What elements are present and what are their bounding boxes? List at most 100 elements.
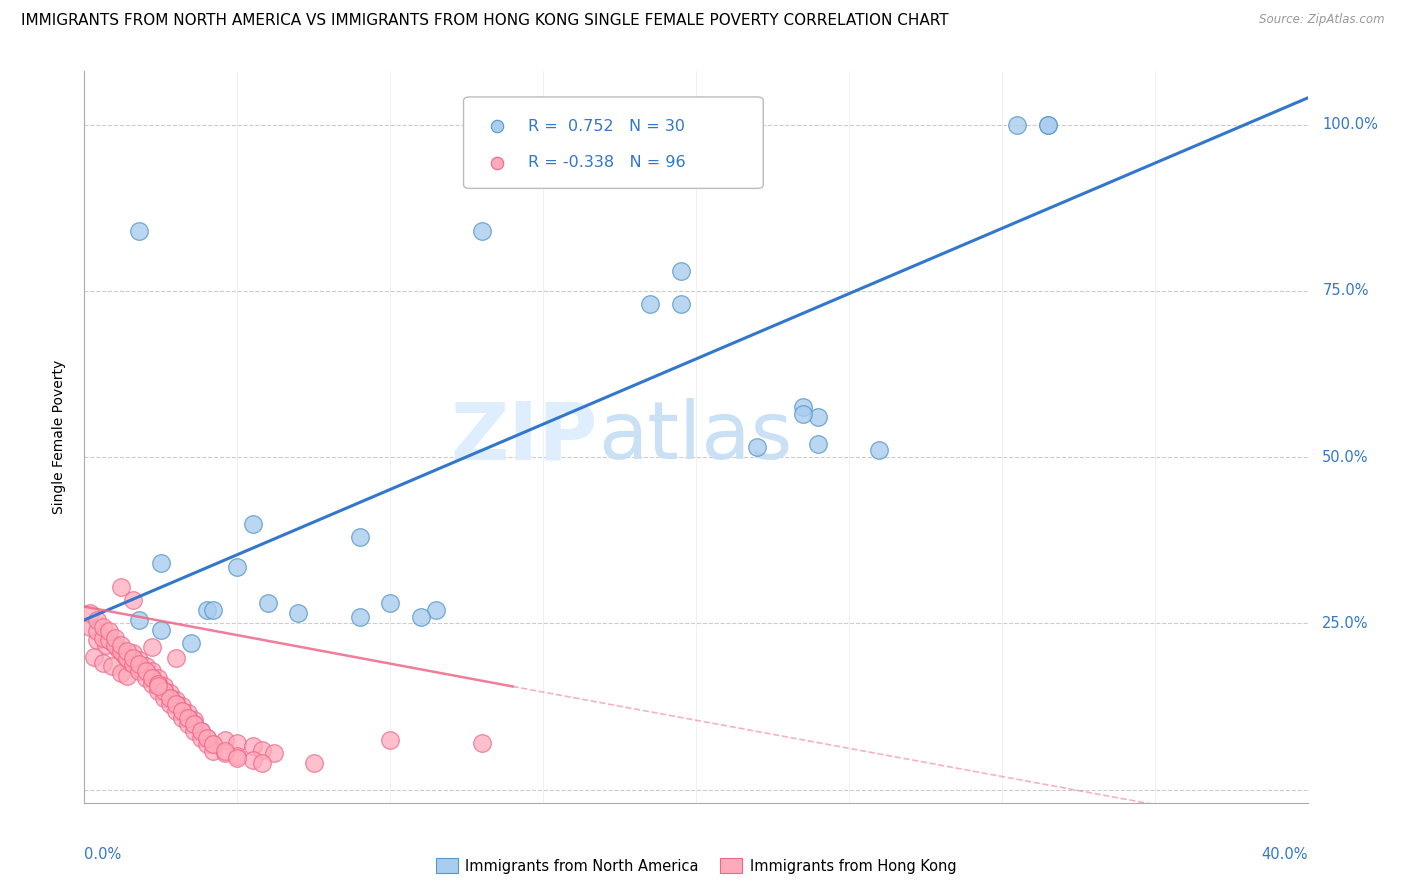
Point [120,655,142,669]
Point [146,671,169,685]
Point [135,671,157,685]
Point [86,613,108,627]
Point [172,699,194,714]
Point [153,680,176,694]
Point [242,753,264,767]
Point [110,638,132,652]
Point [195,731,218,745]
Point [146,680,169,694]
Point [214,746,236,760]
Point [104,638,127,652]
Point [183,717,205,731]
Point [141,677,163,691]
Point [122,646,145,660]
Point [159,686,181,700]
Point [349,530,371,544]
Point [183,717,205,731]
Point [135,664,157,678]
Point [1036,118,1059,132]
Point [425,603,447,617]
Text: 25.0%: 25.0% [1322,615,1369,631]
Point [380,732,402,747]
Point [122,657,145,672]
Point [195,603,218,617]
Point [257,596,280,610]
Point [201,737,224,751]
Point [177,711,200,725]
Point [165,692,187,706]
Point [115,650,138,665]
Point [380,596,402,610]
FancyBboxPatch shape [464,97,763,188]
Point [112,648,135,663]
Point [471,736,494,750]
Text: R = -0.338   N = 96: R = -0.338 N = 96 [529,155,686,170]
Point [135,659,157,673]
Point [190,731,212,745]
Point [128,664,150,678]
Point [91,619,114,633]
Point [201,744,224,758]
Point [226,559,249,574]
Point [747,440,769,454]
Point [86,624,108,639]
Point [128,613,150,627]
Point [107,641,129,656]
Point [183,713,205,727]
Point [214,732,236,747]
Text: 0.0%: 0.0% [84,847,121,862]
Point [153,690,176,705]
Point [190,723,212,738]
Point [122,650,145,665]
Point [149,623,172,637]
Point [180,636,202,650]
Text: atlas: atlas [598,398,793,476]
Text: 100.0%: 100.0% [1322,117,1378,132]
Point [159,690,181,705]
Point [146,684,169,698]
Point [83,649,105,664]
Text: 75.0%: 75.0% [1322,284,1369,298]
Point [146,677,169,691]
Point [165,698,187,712]
Point [97,624,120,639]
Point [91,656,114,670]
Point [1005,118,1028,132]
Point [471,224,494,238]
Text: ZIP: ZIP [451,398,598,476]
Point [226,736,249,750]
Point [242,516,264,531]
Point [141,640,163,654]
Point [172,711,194,725]
Text: 50.0%: 50.0% [1322,450,1369,465]
Point [214,744,236,758]
Point [302,756,325,770]
Point [242,739,264,754]
Point [201,737,224,751]
Point [159,690,181,705]
Point [165,698,187,712]
Point [250,742,273,756]
Point [122,593,145,607]
Point [201,603,224,617]
Point [349,609,371,624]
Point [250,756,273,770]
Point [110,666,132,681]
Point [807,410,830,425]
Point [149,557,172,571]
Text: R =  0.752   N = 30: R = 0.752 N = 30 [529,119,685,134]
Point [1104,201,1126,215]
Point [86,632,108,647]
Text: Source: ZipAtlas.com: Source: ZipAtlas.com [1260,13,1385,27]
Point [79,607,101,621]
Point [190,723,212,738]
Point [177,711,200,725]
Point [792,400,814,414]
Point [807,436,830,450]
Point [135,665,157,679]
Point [110,644,132,658]
Point [94,638,117,652]
Point [669,297,692,311]
Point [409,609,432,624]
Point [172,704,194,718]
